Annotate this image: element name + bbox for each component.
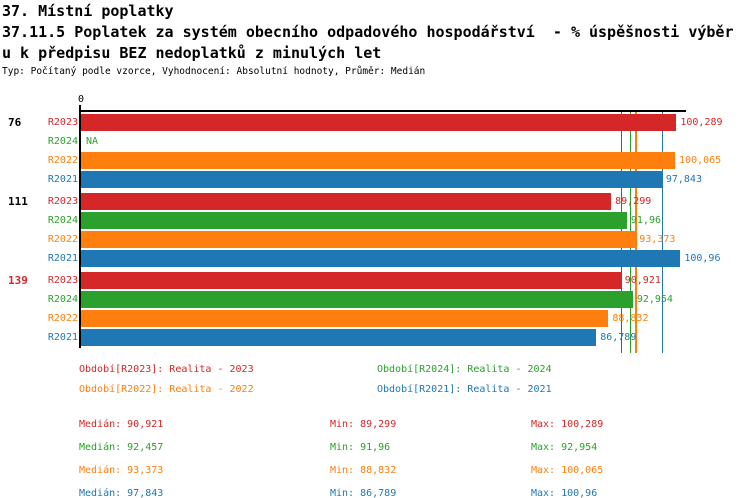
bar-r2024: [81, 291, 633, 308]
indicator-subtitle: Typ: Počítaný podle vzorce, Vyhodnocení:…: [2, 66, 426, 77]
bar-r2021: [81, 171, 662, 188]
bar-value-label: 93,373: [639, 234, 676, 245]
bar-value-label: 92,954: [636, 294, 673, 305]
bar-value-label: 86,789: [600, 332, 637, 343]
bar-value-label: 91,96: [630, 215, 662, 226]
median-line-r2021: [661, 112, 664, 353]
bar-na-label: NA: [86, 136, 99, 147]
legend-item-r2024: Období[R2024]: Realita - 2024: [377, 364, 552, 375]
stat-median-r2023: Medián: 90,921: [79, 419, 164, 430]
bar-row-label-r2022: R2022: [47, 155, 78, 166]
legend-item-r2021: Období[R2021]: Realita - 2021: [377, 384, 552, 395]
stat-median-r2021: Medián: 97,843: [79, 488, 164, 498]
stat-max-r2021: Max: 100,96: [531, 488, 598, 498]
bar-r2021: [81, 250, 681, 267]
bar-row-label-r2021: R2021: [47, 253, 78, 264]
group-label-111: 111: [8, 195, 28, 208]
bar-r2023: [81, 193, 612, 210]
bar-r2022: [81, 152, 676, 169]
bar-row-label-r2023: R2023: [47, 275, 78, 286]
x-axis-zero-tick-label: 0: [77, 94, 85, 105]
median-line-r2022: [635, 112, 637, 353]
bar-r2022: [81, 310, 609, 327]
bar-r2024: [81, 212, 627, 229]
group-label-76: 76: [8, 116, 22, 129]
stat-max-r2022: Max: 100,065: [531, 465, 604, 476]
group-label-139: 139: [8, 274, 28, 287]
stat-min-r2021: Min: 86,789: [330, 488, 397, 498]
indicator-title-line1: 37.11.5 Poplatek za systém obecního odpa…: [2, 23, 734, 41]
stat-min-r2023: Min: 89,299: [330, 419, 397, 430]
indicator-title-line2: u k předpisu BEZ nedoplatků z minulých l…: [2, 44, 382, 62]
legend-item-r2022: Období[R2022]: Realita - 2022: [79, 384, 254, 395]
stat-median-r2022: Medián: 93,373: [79, 465, 164, 476]
bar-r2023: [81, 272, 621, 289]
stat-min-r2024: Min: 91,96: [330, 442, 391, 453]
bar-row-label-r2021: R2021: [47, 174, 78, 185]
stat-min-r2022: Min: 88,832: [330, 465, 397, 476]
stat-max-r2023: Max: 100,289: [531, 419, 604, 430]
bar-row-label-r2024: R2024: [47, 136, 78, 147]
report-section-title: 37. Místní poplatky: [2, 2, 174, 20]
bar-value-label: 88,832: [612, 313, 649, 324]
x-axis-line: [79, 110, 686, 112]
bar-row-label-r2023: R2023: [47, 196, 78, 207]
bar-value-label: 90,921: [624, 275, 661, 286]
bar-row-label-r2022: R2022: [47, 234, 78, 245]
bar-value-label: 100,289: [680, 117, 723, 128]
bar-row-label-r2021: R2021: [47, 332, 78, 343]
bar-r2022: [81, 231, 636, 248]
legend-item-r2023: Období[R2023]: Realita - 2023: [79, 364, 254, 375]
bar-value-label: 100,96: [684, 253, 721, 264]
bar-r2023: [81, 114, 677, 131]
bar-value-label: 97,843: [665, 174, 702, 185]
bar-value-label: 100,065: [679, 155, 722, 166]
bar-row-label-r2023: R2023: [47, 117, 78, 128]
bar-row-label-r2024: R2024: [47, 294, 78, 305]
bar-value-label: 89,299: [615, 196, 652, 207]
bar-row-label-r2024: R2024: [47, 215, 78, 226]
y-axis-line: [79, 105, 81, 348]
stat-max-r2024: Max: 92,954: [531, 442, 598, 453]
bar-row-label-r2022: R2022: [47, 313, 78, 324]
bar-r2021: [81, 329, 597, 346]
stat-median-r2024: Medián: 92,457: [79, 442, 164, 453]
